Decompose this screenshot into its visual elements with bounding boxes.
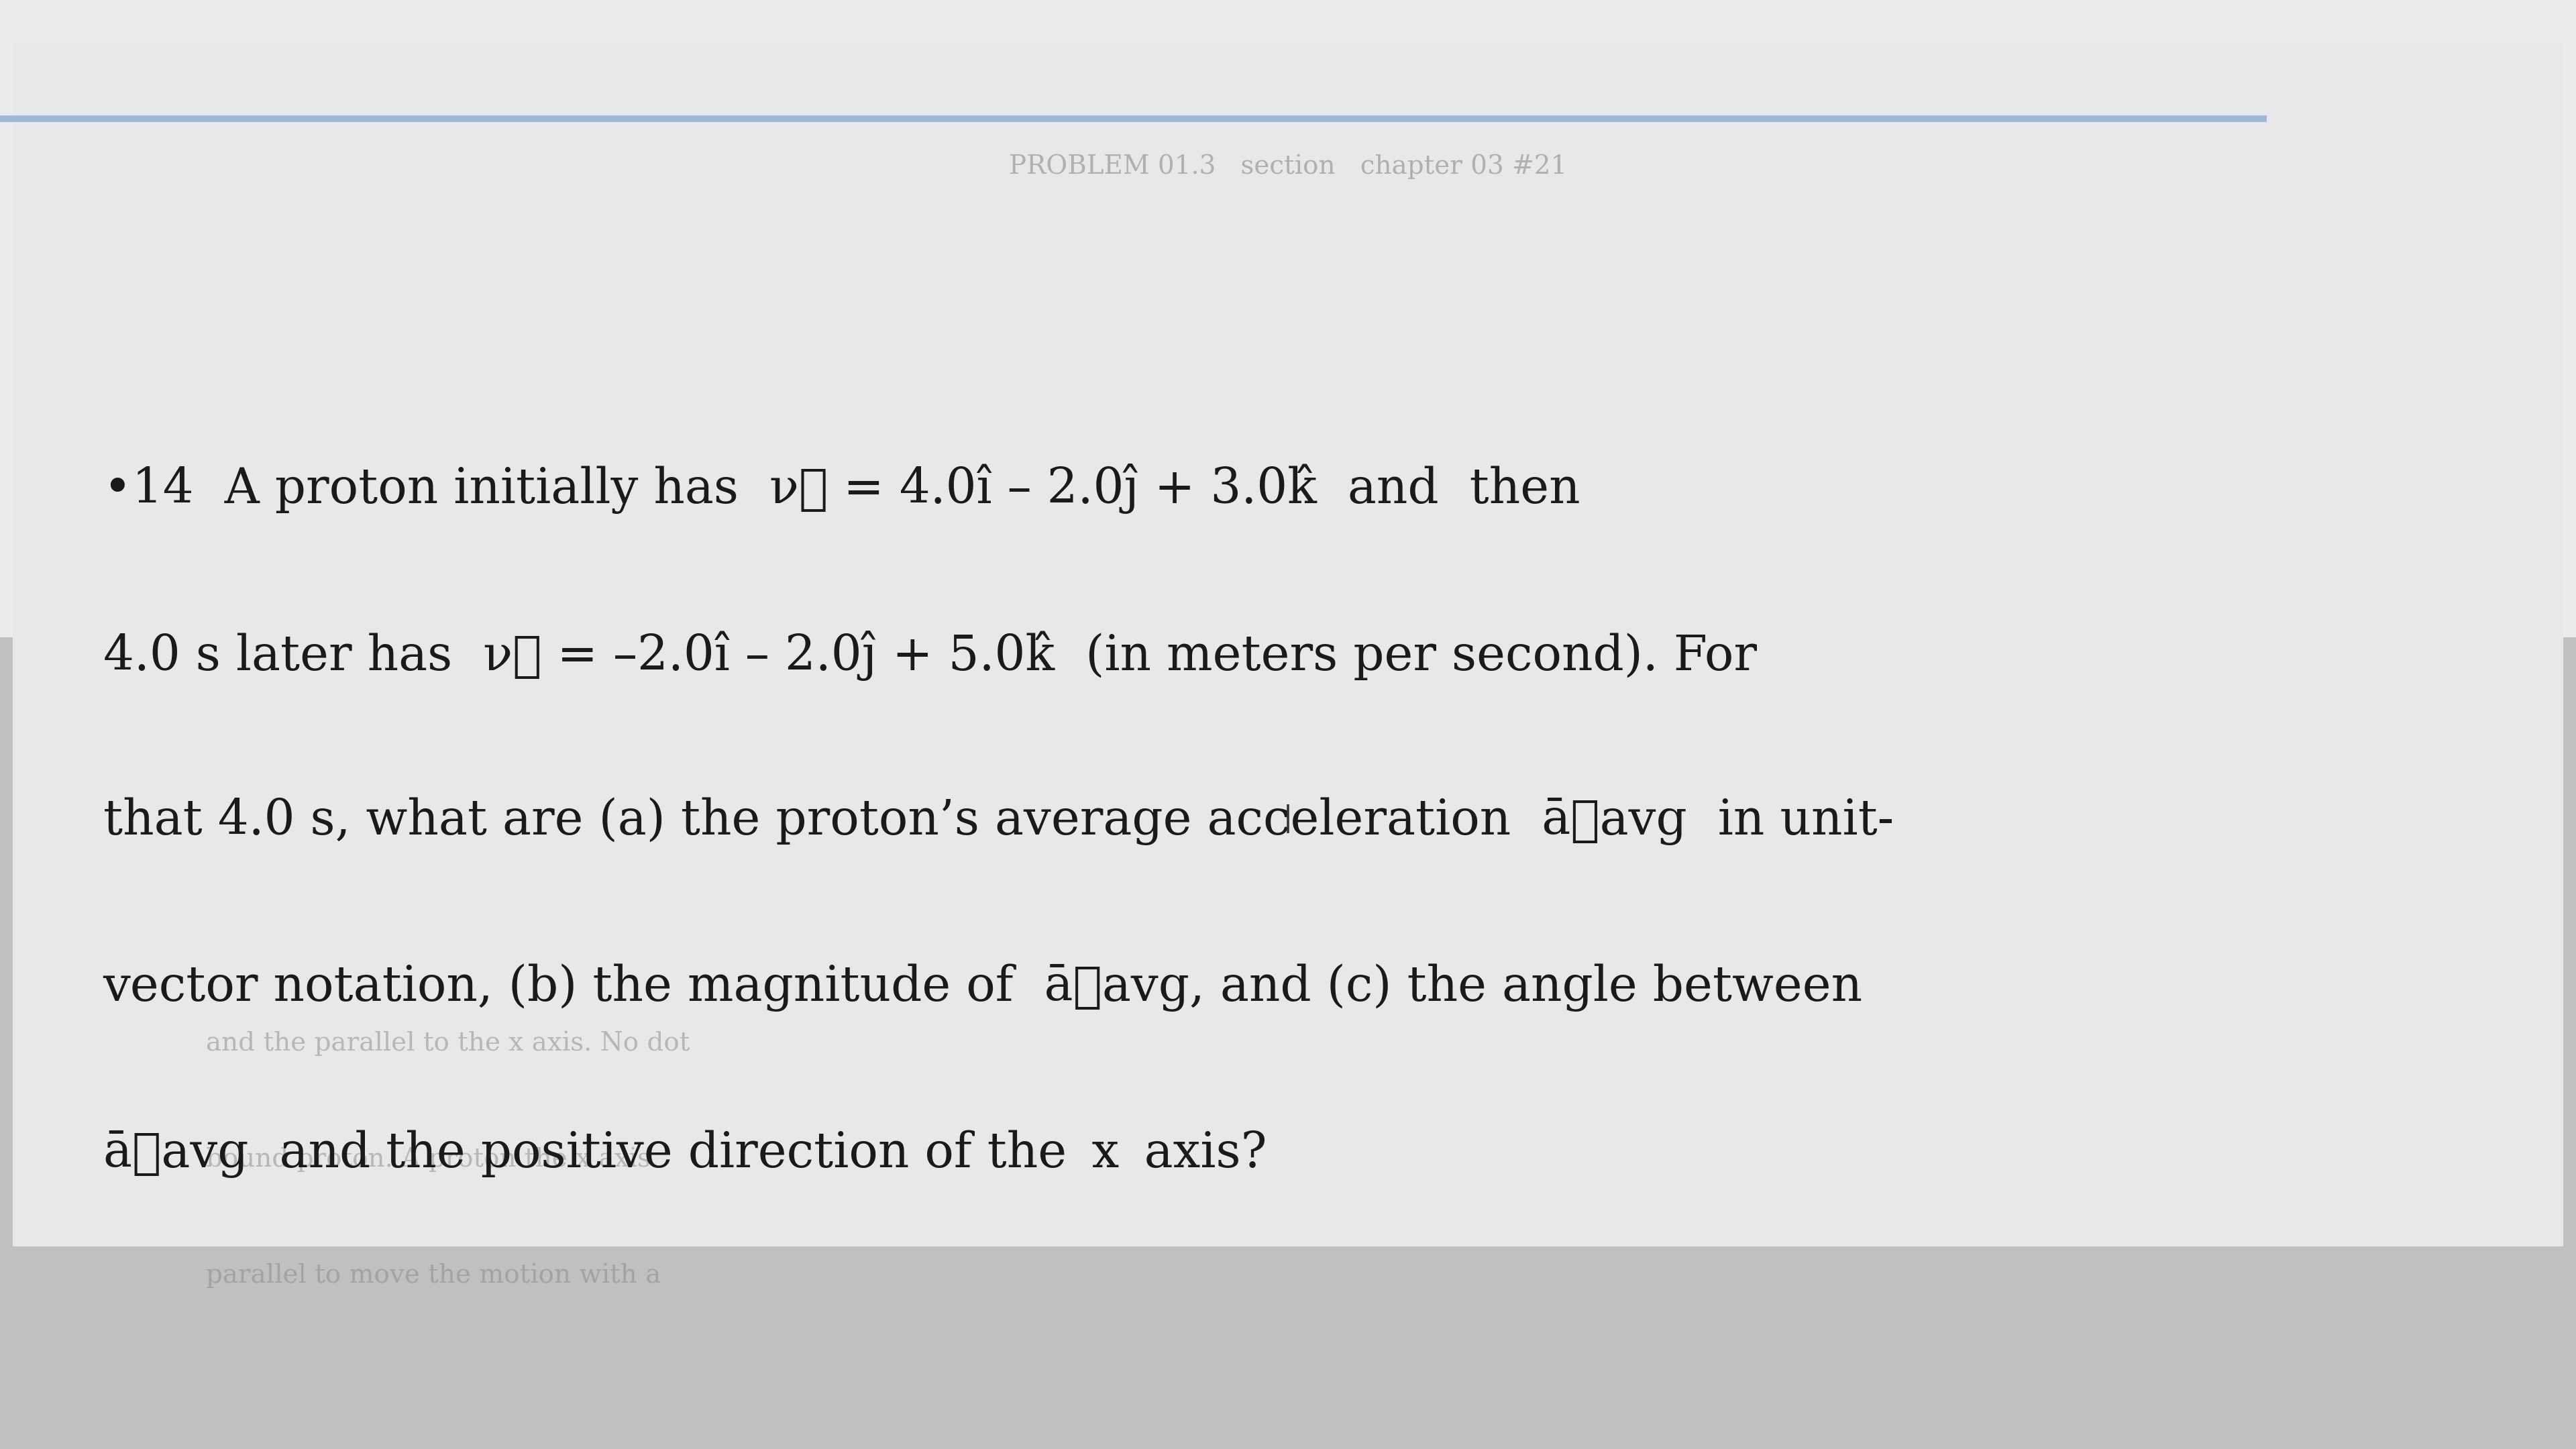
Text: ā⃗avg  and the positive direction of the  x  axis?: ā⃗avg and the positive direction of the …: [103, 1130, 1267, 1178]
Text: PROBLEM 01.3   section   chapter 03 #21: PROBLEM 01.3 section chapter 03 #21: [1010, 154, 1566, 180]
Text: bound proton. A proton the x axis: bound proton. A proton the x axis: [206, 1146, 652, 1172]
Text: 4.0 s later has  ν⃗ = –2.0î – 2.0ĵ + 5.0k̂  (in meters per second). For: 4.0 s later has ν⃗ = –2.0î – 2.0ĵ + 5.0k…: [103, 630, 1757, 681]
Bar: [0, 0, 2576, 638]
Text: and the parallel to the x axis. No dot: and the parallel to the x axis. No dot: [206, 1030, 690, 1056]
Text: |: |: [1283, 804, 1293, 833]
Bar: [0, 638, 2576, 1449]
Text: parallel to move the motion with a: parallel to move the motion with a: [206, 1262, 662, 1288]
Text: •14  A proton initially has  ν⃗ = 4.0î – 2.0ĵ + 3.0k̂  and  then: •14 A proton initially has ν⃗ = 4.0î – 2…: [103, 464, 1579, 514]
Text: vector notation, (b) the magnitude of  ā⃗avg, and (c) the angle between: vector notation, (b) the magnitude of ā⃗…: [103, 964, 1862, 1011]
Bar: [13, 43, 2563, 1246]
Text: that 4.0 s, what are (a) the proton’s average acceleration  ā⃗avg  in unit-: that 4.0 s, what are (a) the proton’s av…: [103, 797, 1893, 845]
